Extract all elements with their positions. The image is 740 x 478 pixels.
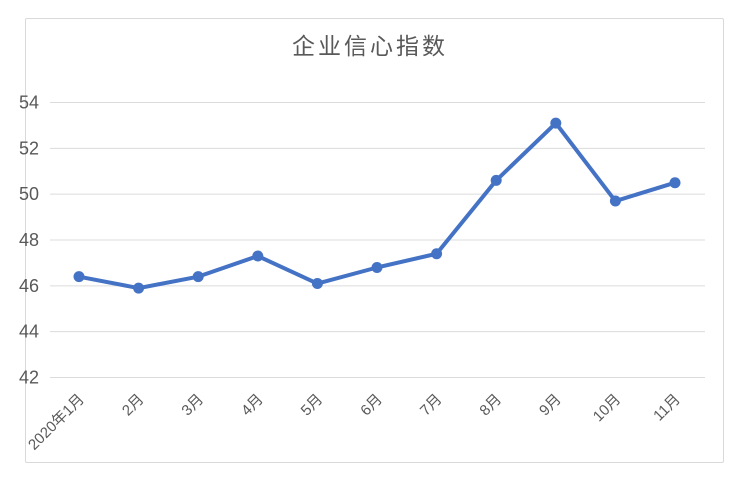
data-point-8月 bbox=[490, 174, 502, 186]
data-point-5月 bbox=[311, 278, 323, 290]
y-tick-label-46: 46 bbox=[19, 276, 39, 296]
x-tick-label-7: 7月 bbox=[417, 391, 446, 420]
y-tick-label-52: 52 bbox=[19, 138, 39, 158]
data-point-4月 bbox=[252, 250, 264, 262]
data-point-2020年1月 bbox=[73, 271, 85, 283]
x-tick-label-9: 9月 bbox=[536, 391, 565, 420]
data-point-9月 bbox=[550, 117, 562, 129]
y-tick-label-44: 44 bbox=[19, 322, 39, 342]
x-tick-label-8: 8月 bbox=[477, 391, 506, 420]
x-tick-label-1: 2020年1月 bbox=[25, 391, 88, 454]
x-tick-label-4: 4月 bbox=[238, 391, 267, 420]
data-point-10月 bbox=[609, 195, 621, 207]
x-tick-label-10: 10月 bbox=[590, 391, 624, 425]
y-tick-label-48: 48 bbox=[19, 230, 39, 250]
data-point-6月 bbox=[371, 262, 383, 273]
y-tick-label-42: 42 bbox=[19, 368, 39, 388]
y-tick-label-50: 50 bbox=[19, 184, 39, 204]
x-tick-label-6: 6月 bbox=[357, 391, 386, 420]
x-tick-label-2: 2月 bbox=[119, 391, 148, 420]
data-point-7月 bbox=[431, 248, 443, 260]
y-tick-label-54: 54 bbox=[19, 93, 39, 113]
data-point-11月 bbox=[669, 177, 681, 189]
x-tick-label-11: 11月 bbox=[650, 391, 684, 425]
x-tick-label-3: 3月 bbox=[179, 391, 208, 420]
data-point-2月 bbox=[133, 282, 145, 294]
chart-title: 企业信心指数 bbox=[292, 33, 448, 59]
x-tick-label-5: 5月 bbox=[298, 391, 327, 420]
data-point-3月 bbox=[192, 271, 204, 283]
